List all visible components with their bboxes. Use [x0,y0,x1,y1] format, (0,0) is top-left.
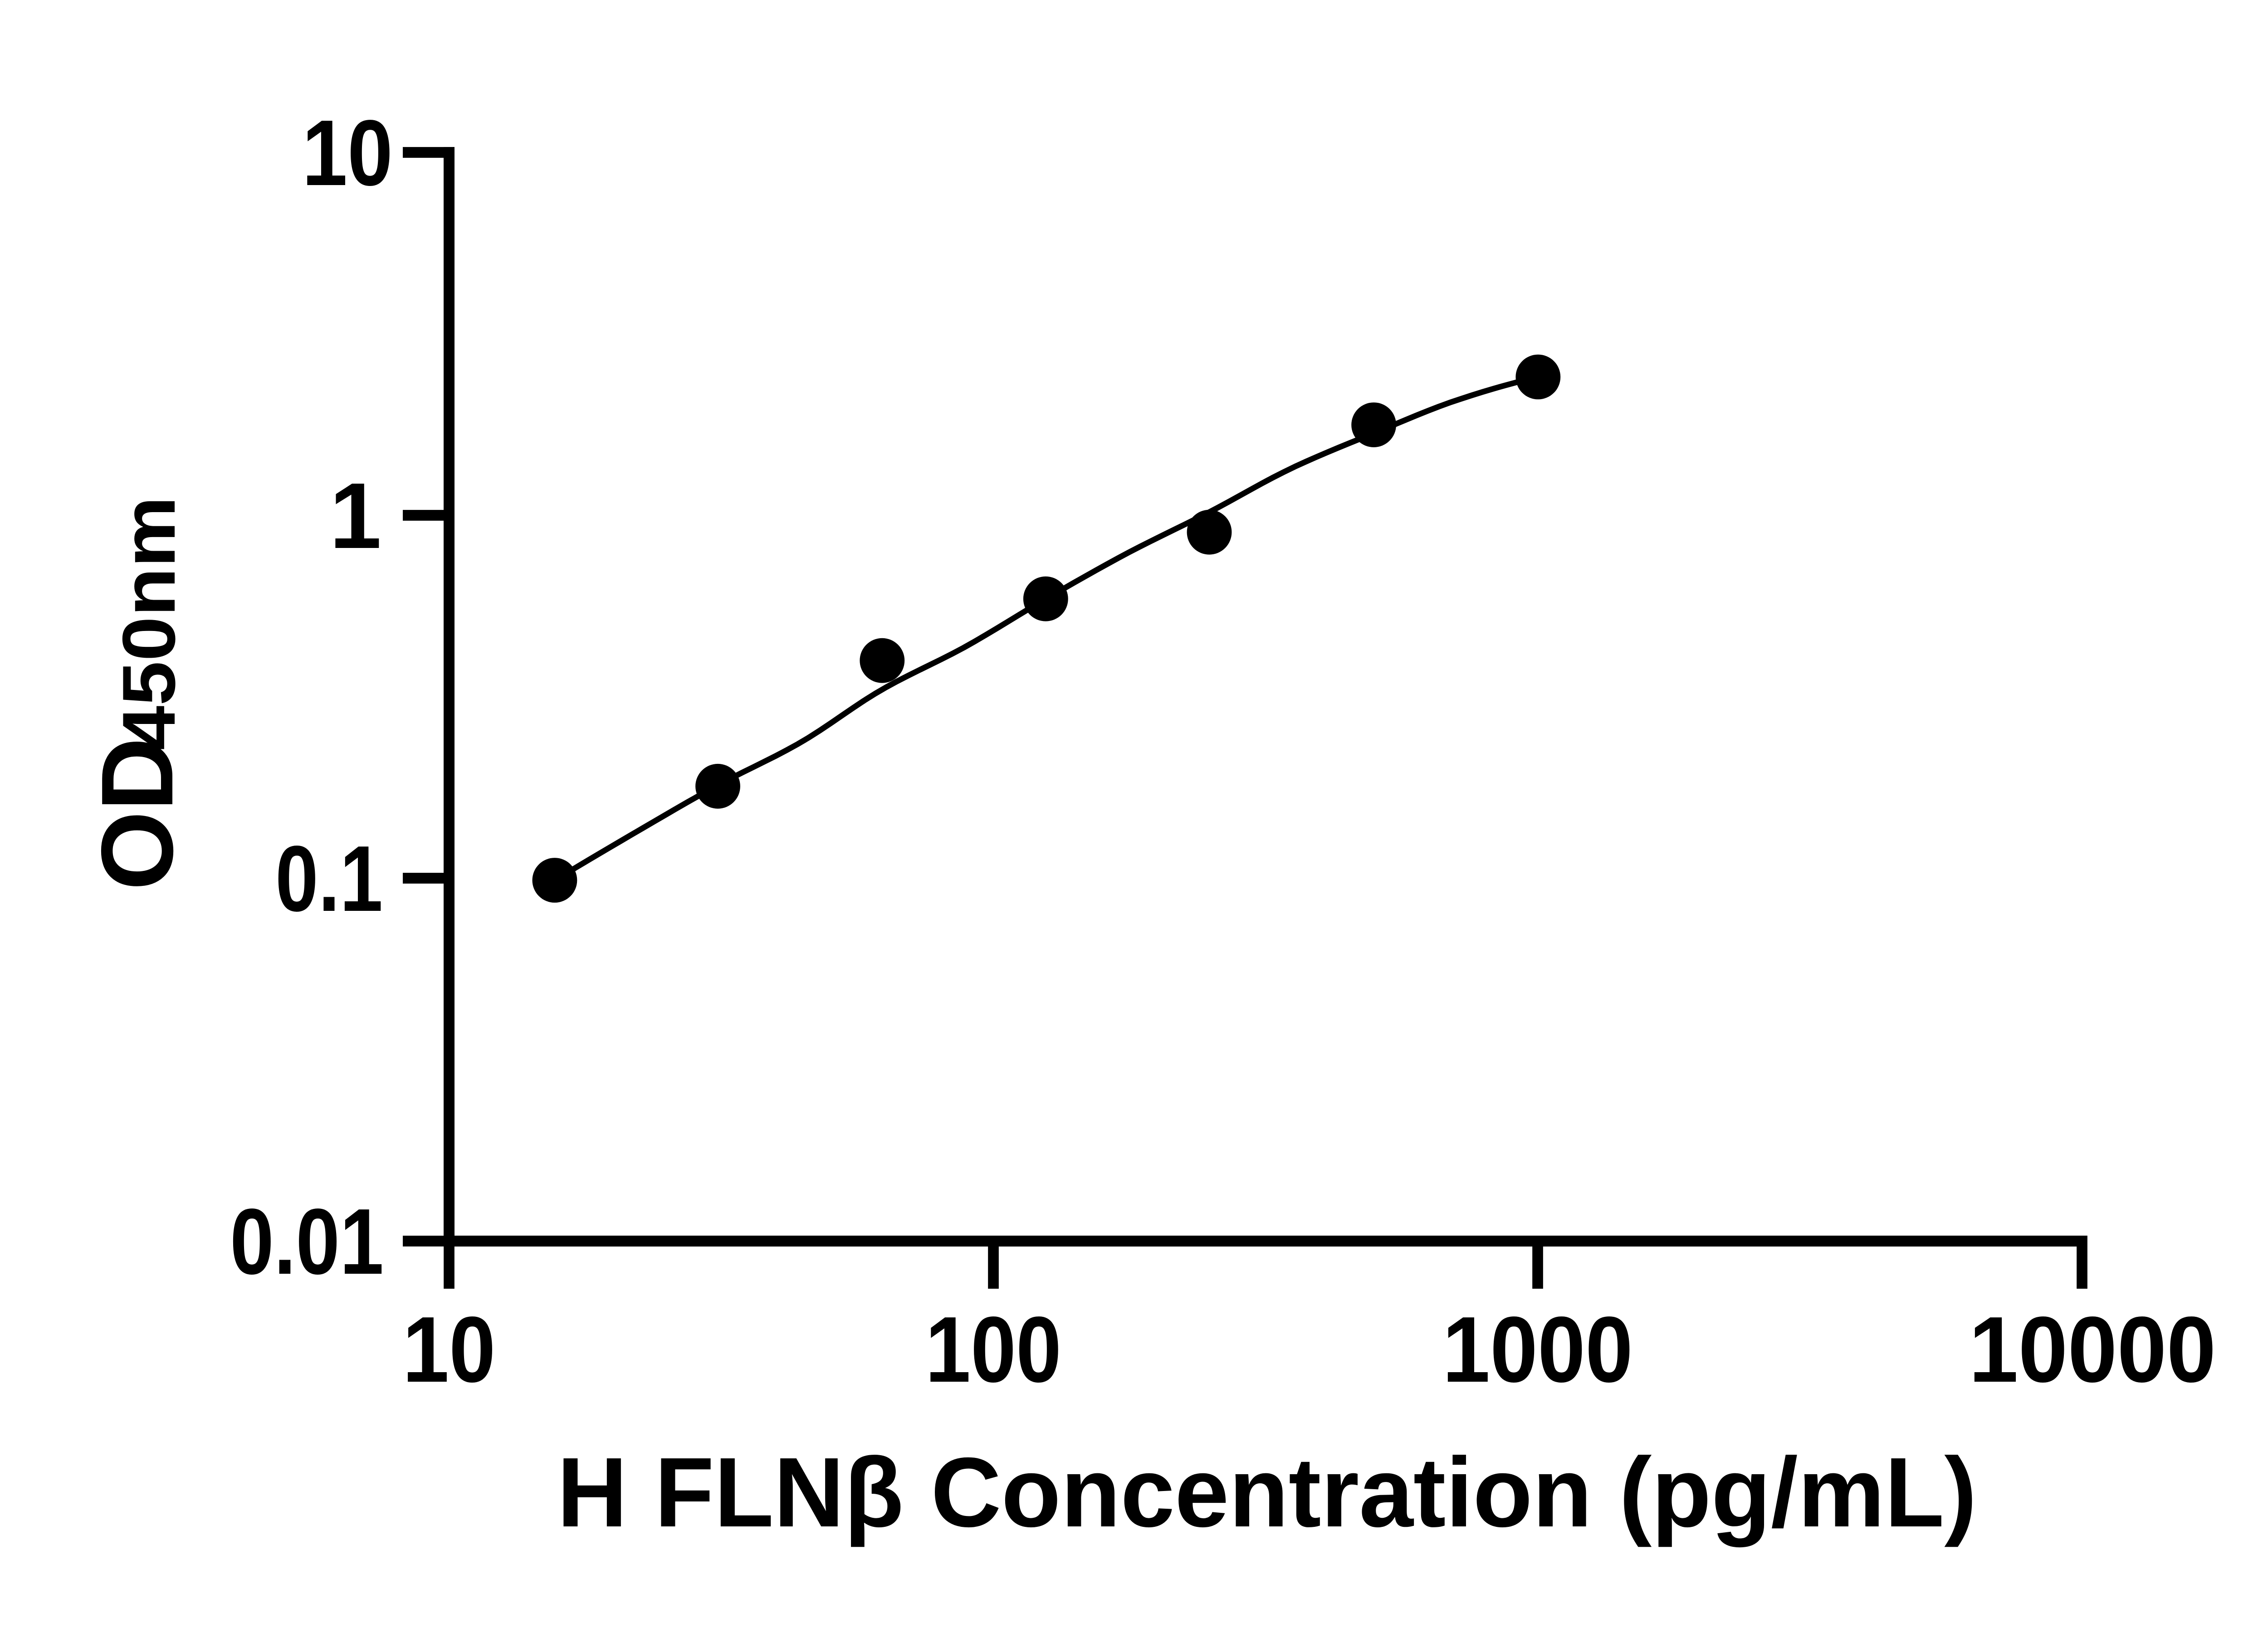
svg-text:1000: 1000 [1442,1297,1633,1402]
svg-text:10: 10 [403,1297,496,1402]
svg-text:0.1: 0.1 [275,826,383,931]
svg-text:0.01: 0.01 [230,1189,384,1294]
svg-text:H FLNβ Concentration (pg/mL): H FLNβ Concentration (pg/mL) [557,1437,1977,1548]
svg-text:10000: 10000 [1969,1297,2216,1402]
svg-text:100: 100 [925,1297,1061,1402]
svg-text:1: 1 [329,464,381,568]
svg-text:10: 10 [302,101,393,205]
svg-text:450nm: 450nm [107,496,191,750]
svg-text:OD: OD [80,738,194,891]
